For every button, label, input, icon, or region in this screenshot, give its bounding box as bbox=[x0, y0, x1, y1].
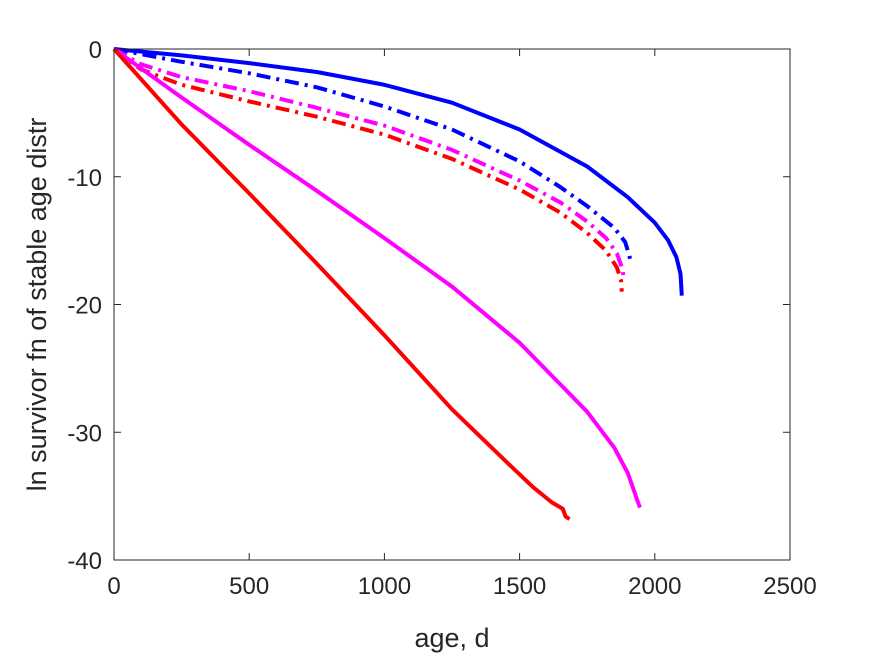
series-line-1 bbox=[113, 47, 633, 262]
series-line-5 bbox=[112, 47, 571, 521]
y-tick-label: -40 bbox=[67, 548, 102, 575]
plot-area bbox=[114, 49, 790, 560]
series-line-3 bbox=[112, 47, 624, 292]
x-axis-label: age, d bbox=[414, 623, 489, 653]
series-layer bbox=[112, 47, 684, 521]
y-tick-label: 0 bbox=[89, 37, 102, 64]
series-line-0 bbox=[113, 47, 684, 296]
x-tick-label: 2500 bbox=[763, 573, 816, 600]
tick-layer: 0 500 1000 1500 2000 2500 0 -10 -20 -30 -40 bbox=[67, 37, 816, 600]
y-tick-label: -10 bbox=[67, 165, 102, 192]
y-tick-label: -20 bbox=[67, 293, 102, 320]
y-axis-label: ln survivor fn of stable age distr bbox=[22, 118, 52, 492]
x-tick-label: 500 bbox=[229, 573, 269, 600]
x-tick-label: 1000 bbox=[358, 573, 411, 600]
series-line-4 bbox=[112, 47, 642, 509]
y-tick-label: -30 bbox=[67, 420, 102, 447]
x-tick-label: 0 bbox=[107, 573, 120, 600]
x-tick-label: 1500 bbox=[493, 573, 546, 600]
x-tick-label: 2000 bbox=[628, 573, 681, 600]
